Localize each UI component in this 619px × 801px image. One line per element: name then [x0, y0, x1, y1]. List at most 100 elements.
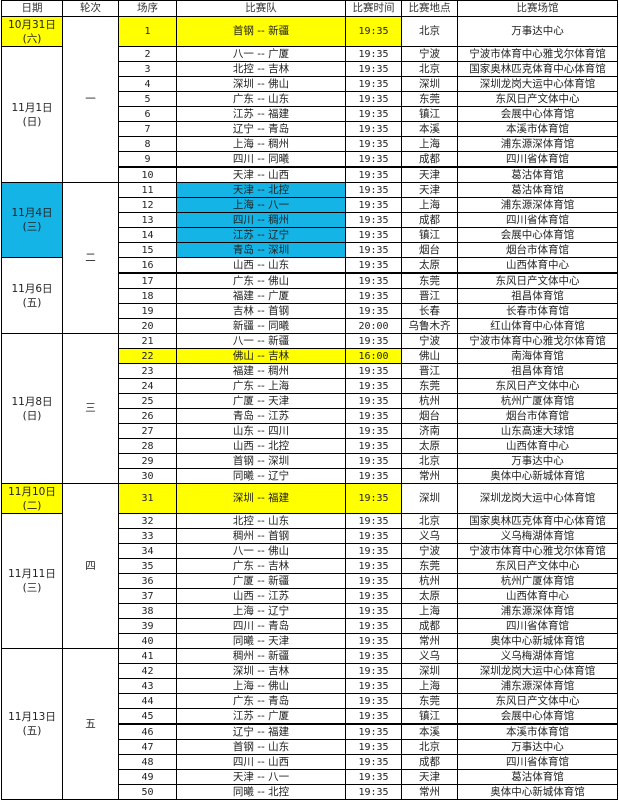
teams-cell: 首钢 -- 山东 [176, 739, 346, 755]
venue-cell: 义乌梅湖体育馆 [457, 648, 618, 664]
city-cell: 镇江 [401, 708, 458, 725]
venue-cell: 山西体育中心 [457, 257, 618, 274]
venue-cell: 葛沽体育馆 [457, 182, 618, 198]
city-cell: 东莞 [401, 558, 458, 574]
city-cell: 上海 [401, 136, 458, 152]
city-cell: 天津 [401, 182, 458, 198]
date-label: 11月10日 [8, 485, 56, 498]
venue-cell: 四川省体育馆 [457, 212, 618, 228]
venue-cell: 本溪市体育馆 [457, 121, 618, 137]
seq-cell: 43 [118, 678, 177, 694]
teams-cell: 青岛 -- 深圳 [176, 242, 346, 258]
venue-cell: 浦东源深体育馆 [457, 136, 618, 152]
time-cell: 19:35 [345, 166, 402, 183]
city-cell: 上海 [401, 603, 458, 619]
seq-cell: 45 [118, 708, 177, 725]
game-row: 45 江苏 -- 广厦 19:35 镇江 会展中心体育馆 [2, 708, 618, 725]
city-cell: 杭州 [401, 573, 458, 589]
time-cell: 19:35 [345, 121, 402, 137]
weekday-label: (三) [22, 221, 42, 233]
city-cell: 东莞 [401, 91, 458, 107]
time-cell: 19:35 [345, 739, 402, 755]
teams-cell: 上海 -- 八一 [176, 197, 346, 213]
time-cell: 19:35 [345, 303, 402, 319]
date-cell: 11月1日 (日) [1, 46, 63, 183]
header-city: 比赛地点 [401, 0, 458, 17]
seq-cell: 25 [118, 393, 177, 409]
city-cell: 长春 [401, 303, 458, 319]
seq-cell: 47 [118, 739, 177, 755]
teams-cell: 吉林 -- 首钢 [176, 303, 346, 319]
seq-cell: 13 [118, 212, 177, 228]
city-cell: 成都 [401, 212, 458, 228]
city-cell: 宁波 [401, 543, 458, 559]
seq-cell: 22 [118, 348, 177, 364]
game-row: 19 吉林 -- 首钢 19:35 长春 长春市体育馆 [2, 303, 618, 319]
venue-cell: 东风日产文体中心 [457, 91, 618, 107]
venue-cell: 东风日产文体中心 [457, 378, 618, 394]
venue-cell: 万事达中心 [457, 739, 618, 755]
city-cell: 济南 [401, 423, 458, 439]
teams-cell: 深圳 -- 佛山 [176, 76, 346, 92]
game-row: 12 上海 -- 八一 19:35 上海 浦东源深体育馆 [2, 197, 618, 213]
teams-cell: 广东 -- 山东 [176, 91, 346, 107]
time-cell: 19:35 [345, 393, 402, 409]
date-label: 11月6日 [11, 282, 53, 295]
venue-cell: 东风日产文体中心 [457, 558, 618, 574]
time-cell: 19:35 [345, 212, 402, 228]
weekday-label: (五) [22, 296, 42, 309]
time-cell: 20:00 [345, 318, 402, 334]
seq-cell: 39 [118, 618, 177, 634]
seq-cell: 37 [118, 588, 177, 604]
time-cell: 19:35 [345, 648, 402, 664]
seq-cell: 1 [118, 16, 177, 47]
time-cell: 19:35 [345, 61, 402, 77]
game-row: 22 佛山 -- 吉林 16:00 佛山 南海体育馆 [2, 348, 618, 364]
time-cell: 19:35 [345, 136, 402, 152]
seq-cell: 6 [118, 106, 177, 122]
date-label: 11月11日 [8, 568, 56, 580]
venue-cell: 祖昌体育馆 [457, 363, 618, 379]
venue-cell: 义乌梅湖体育馆 [457, 528, 618, 544]
city-cell: 烟台 [401, 408, 458, 424]
game-row: 30 同曦 -- 辽宁 19:35 常州 奥体中心新城体育馆 [2, 468, 618, 484]
seq-cell: 28 [118, 438, 177, 454]
time-cell: 19:35 [345, 76, 402, 92]
teams-cell: 四川 -- 稠州 [176, 212, 346, 228]
teams-cell: 江苏 -- 广厦 [176, 708, 346, 725]
seq-cell: 29 [118, 453, 177, 469]
teams-cell: 北控 -- 山东 [176, 513, 346, 529]
seq-cell: 30 [118, 468, 177, 484]
date-label: 11月1日 [11, 101, 53, 114]
city-cell: 常州 [401, 468, 458, 484]
time-cell: 19:35 [345, 483, 402, 514]
venue-cell: 葛沽体育馆 [457, 769, 618, 785]
venue-cell: 万事达中心 [457, 16, 618, 47]
date-cell: 11月4日 (三) [1, 182, 63, 258]
seq-cell: 33 [118, 528, 177, 544]
date-cell: 11月8日 (日) [1, 333, 63, 484]
weekday-label: (二) [22, 499, 42, 512]
venue-cell: 四川省体育馆 [457, 151, 618, 168]
teams-cell: 广东 -- 吉林 [176, 558, 346, 574]
seq-cell: 38 [118, 603, 177, 619]
teams-cell: 同曦 -- 天津 [176, 633, 346, 649]
game-row: 25 广厦 -- 天津 19:35 杭州 杭州广厦体育馆 [2, 393, 618, 409]
time-cell: 19:35 [345, 723, 402, 740]
date-label: 10月31日 [8, 18, 56, 31]
game-row: 50 同曦 -- 北控 19:35 常州 奥体中心新城体育馆 [2, 784, 618, 800]
city-cell: 深圳 [401, 483, 458, 514]
schedule-body: 10月31日 (六) 一 1 首钢 -- 新疆 19:35 北京 万事达中心 11月1日 (日) 2… [1, 16, 618, 800]
venue-cell: 深圳龙岗大运中心体育馆 [457, 663, 618, 679]
seq-cell: 2 [118, 46, 177, 62]
venue-cell: 奥体中心新城体育馆 [457, 468, 618, 484]
seq-cell: 35 [118, 558, 177, 574]
time-cell: 19:35 [345, 242, 402, 258]
teams-cell: 上海 -- 稠州 [176, 136, 346, 152]
game-row: 3 北控 -- 吉林 19:35 北京 国家奥林匹克体育中心体育馆 [2, 61, 618, 77]
teams-cell: 四川 -- 青岛 [176, 618, 346, 634]
time-cell: 19:35 [345, 363, 402, 379]
header-teams: 比赛队 [176, 0, 346, 17]
game-row: 49 天津 -- 八一 19:35 天津 葛沽体育馆 [2, 769, 618, 785]
city-cell: 北京 [401, 513, 458, 529]
